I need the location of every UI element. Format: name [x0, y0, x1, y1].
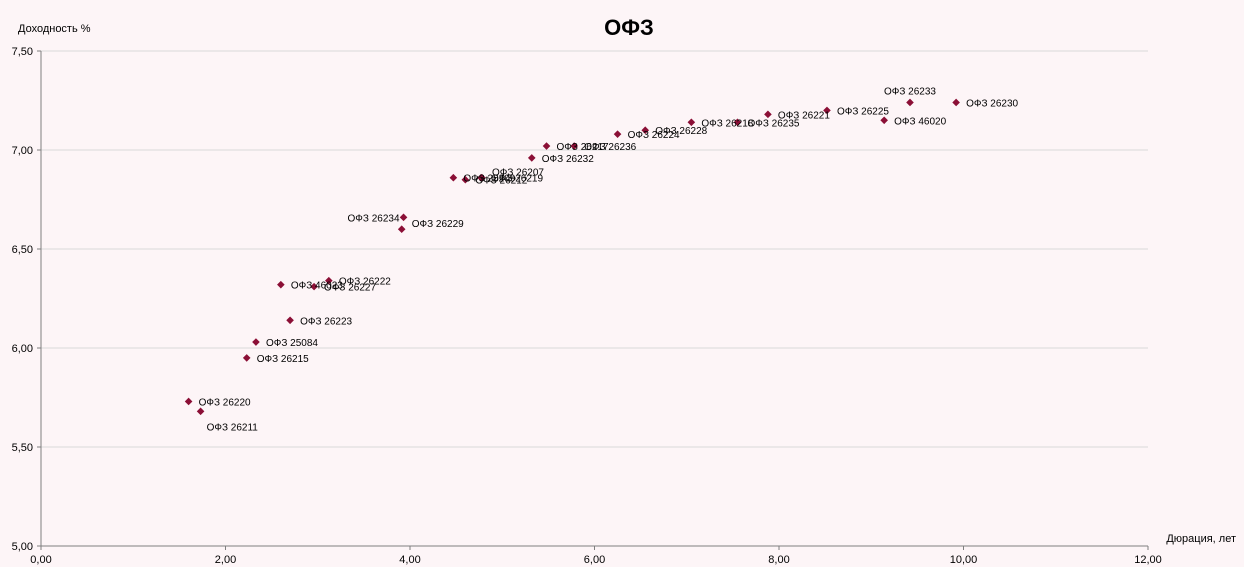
data-label: ОФЗ 26230 — [966, 98, 1018, 109]
data-point — [641, 126, 650, 134]
data-point — [527, 154, 536, 162]
data-label: ОФЗ 26224 — [628, 130, 680, 141]
y-axis-title: Доходность % — [18, 23, 91, 35]
data-label: ОФЗ 26220 — [199, 397, 251, 408]
data-label: ОФЗ 46023 — [291, 281, 343, 292]
gridlines — [41, 50, 1148, 448]
data-point — [952, 98, 960, 107]
data-point — [325, 276, 333, 285]
data-labels: ОФЗ 26220 ОФЗ 26211 ОФЗ 26215 ОФЗ 25084 ОФЗ … — [199, 86, 1019, 433]
data-point — [397, 225, 406, 233]
data-label: ОФЗ 26222 — [339, 277, 391, 288]
data-point — [542, 142, 551, 150]
data-points — [184, 98, 960, 416]
data-label: ОФЗ 26223 — [300, 316, 352, 327]
data-label: ОФЗ 26218 — [701, 118, 753, 129]
data-point — [733, 118, 742, 127]
x-axis-ticks: 0,00 2,00 4,00 6,00 8,00 10,00 12,00 — [30, 546, 1162, 566]
data-label: ОФЗ 26221 — [778, 110, 830, 121]
y-tick-label: 5,00 — [12, 541, 33, 553]
x-tick-label: 12,00 — [1134, 554, 1162, 566]
data-label: ОФЗ 26229 — [412, 219, 464, 230]
data-label: ОФЗ 26209 — [463, 174, 515, 185]
data-label: ОФЗ 26232 — [542, 154, 594, 165]
data-label: ОФЗ 26234 — [348, 213, 400, 224]
data-point — [613, 130, 622, 138]
y-tick-label: 7,00 — [12, 145, 33, 157]
data-label: ОФЗ 26219 — [491, 174, 543, 185]
data-point — [277, 280, 285, 289]
data-point — [687, 118, 696, 127]
data-label: ОФЗ 26235 — [747, 118, 799, 129]
x-tick-label: 8,00 — [768, 554, 789, 566]
data-label: ОФЗ 26225 — [837, 106, 889, 117]
data-point — [399, 213, 408, 222]
data-label: ОФЗ 25084 — [266, 338, 318, 349]
data-point — [880, 116, 888, 125]
data-point — [184, 397, 193, 406]
x-tick-label: 2,00 — [215, 554, 236, 566]
y-tick-label: 6,00 — [12, 343, 33, 355]
data-label: ОФЗ 46020 — [894, 116, 946, 127]
y-axis-ticks: 5,00 5,50 6,00 6,50 7,00 7,50 — [12, 46, 41, 553]
data-point — [906, 98, 914, 107]
chart-title: ОФЗ — [604, 15, 654, 40]
data-label: ОФЗ 26211 — [207, 422, 259, 433]
data-point — [242, 354, 251, 362]
data-point — [196, 407, 205, 416]
data-point — [764, 110, 772, 119]
data-label: ОФЗ 26217 — [557, 142, 609, 153]
data-point — [310, 282, 318, 291]
x-tick-label: 4,00 — [399, 554, 420, 566]
data-label: ОФЗ 26207 — [492, 168, 544, 179]
x-tick-label: 10,00 — [950, 554, 978, 566]
data-label: ОФЗ 26228 — [655, 126, 707, 137]
data-point — [449, 173, 458, 182]
x-tick-label: 0,00 — [30, 554, 51, 566]
data-point — [461, 175, 470, 184]
data-label: ОФЗ 26215 — [257, 354, 309, 365]
data-point — [252, 338, 260, 346]
data-label: ОФЗ 26233 — [884, 86, 936, 97]
x-tick-label: 6,00 — [584, 554, 605, 566]
x-axis-title: Дюрация, лет — [1166, 533, 1236, 545]
data-point — [478, 173, 486, 182]
y-tick-label: 6,50 — [12, 244, 33, 256]
data-point — [570, 142, 579, 150]
y-tick-label: 5,50 — [12, 442, 33, 454]
data-label: ОФЗ 26212 — [475, 176, 527, 187]
data-label: ОФЗ 26236 — [584, 142, 636, 153]
data-point — [823, 106, 831, 115]
y-tick-label: 7,50 — [12, 46, 33, 58]
data-label: ОФЗ 26227 — [324, 283, 376, 294]
data-point — [286, 316, 294, 325]
